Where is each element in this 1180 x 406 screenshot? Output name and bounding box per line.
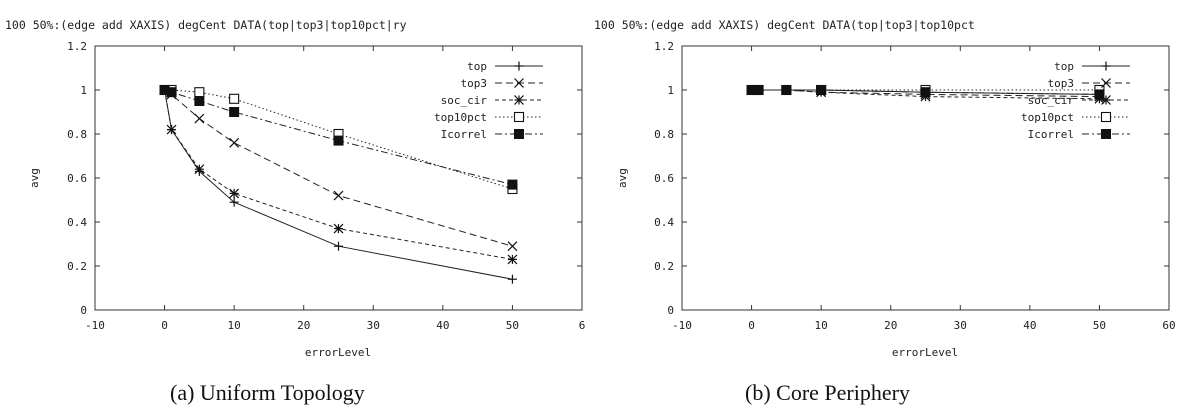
y-tick-label: 1	[667, 84, 674, 97]
caption-a: (a) Uniform Topology	[170, 380, 365, 405]
x-ticks-a: -10 0 10 20 30 40 50 6	[85, 46, 585, 332]
legend-marker	[513, 111, 525, 123]
y-tick-label: 0.8	[654, 128, 674, 141]
y-tick-label: 1.2	[67, 40, 87, 53]
series-soc-cir-point	[229, 188, 240, 199]
series-group-a	[159, 84, 518, 284]
series-soc-cir-point	[166, 124, 177, 135]
legend-marker	[1101, 95, 1111, 105]
series-group-b	[746, 84, 1105, 104]
series-top-point	[229, 197, 239, 207]
legend-label: top10pct	[1021, 111, 1074, 124]
series-top10pct-point	[229, 93, 240, 104]
series-icorrel-point	[229, 107, 240, 117]
legend-marker	[1101, 78, 1111, 88]
legend-label: top3	[1048, 77, 1075, 90]
legend-marker	[514, 95, 524, 105]
caption-b: (b) Core Periphery	[745, 380, 910, 405]
y-tick-label: 0.8	[67, 128, 87, 141]
series-icorrel-point	[920, 87, 931, 98]
legend-label: top	[1054, 60, 1074, 73]
x-axis-label-a: errorLevel	[305, 346, 371, 359]
series-top10pct-point	[194, 87, 205, 98]
series-icorrel-point	[166, 87, 177, 98]
x-axis-label-b: errorLevel	[892, 346, 958, 359]
series-top3-point	[229, 137, 240, 148]
series-top3-point	[333, 190, 344, 201]
x-tick-label: 60	[1162, 319, 1175, 332]
chart-panel-a: 100 50%:(edge add XAXIS) degCent DATA(to…	[5, 18, 585, 405]
series-icorrel	[746, 85, 1105, 100]
series-icorrel-point	[194, 96, 205, 106]
series-icorrel-point	[507, 179, 518, 190]
legend-label: soc_cir	[441, 94, 488, 107]
series-icorrel-point	[1094, 89, 1105, 100]
x-tick-label: 40	[436, 319, 449, 332]
y-axis-label-b: avg	[616, 168, 629, 188]
legend-marker	[1100, 111, 1112, 123]
x-tick-label: 0	[748, 319, 755, 332]
legend-label: top10pct	[434, 111, 487, 124]
series-icorrel-point	[753, 85, 764, 95]
x-tick-label: 30	[954, 319, 967, 332]
series-top3-point	[507, 241, 518, 252]
y-tick-label: 0.4	[67, 216, 87, 229]
series-icorrel	[159, 85, 518, 190]
series-soc-cir-line	[751, 89, 1100, 100]
x-tick-label: 40	[1023, 319, 1036, 332]
x-tick-label: -10	[672, 319, 692, 332]
chart-title-a: 100 50%:(edge add XAXIS) degCent DATA(to…	[5, 18, 407, 32]
legend-b: top top3 soc_cir top10pct Icorrel	[1021, 60, 1130, 141]
x-tick-label: 50	[1093, 319, 1106, 332]
chart-title-b: 100 50%:(edge add XAXIS) degCent DATA(to…	[594, 18, 975, 32]
y-ticks-a: 0 0.2 0.4 0.6 0.8 1 1.2	[67, 40, 582, 317]
y-ticks-b: 0 0.2 0.4 0.6 0.8 1 1.2	[654, 40, 1169, 317]
x-tick-label: 10	[815, 319, 828, 332]
legend-a: top top3 soc_cir top10pct Icorrel	[434, 60, 543, 141]
x-tick-label: 50	[506, 319, 519, 332]
y-tick-label: 1.2	[654, 40, 674, 53]
y-tick-label: 1	[80, 84, 87, 97]
x-tick-label: 20	[884, 319, 897, 332]
y-tick-label: 0.6	[654, 172, 674, 185]
y-tick-label: 0	[80, 304, 87, 317]
legend-marker	[514, 129, 524, 139]
legend-label: Icorrel	[1028, 128, 1074, 141]
series-icorrel-point	[816, 85, 827, 95]
series-top-point	[507, 274, 517, 284]
y-tick-label: 0.2	[67, 260, 87, 273]
legend-marker	[514, 78, 524, 88]
series-top10pct-line	[164, 89, 513, 190]
legend-label: soc_cir	[1028, 94, 1075, 107]
chart-panel-b: 100 50%:(edge add XAXIS) degCent DATA(to…	[594, 18, 1176, 405]
y-tick-label: 0.4	[654, 216, 674, 229]
series-icorrel-point	[333, 135, 344, 146]
x-tick-label: 10	[228, 319, 241, 332]
series-top-line	[164, 89, 513, 280]
x-tick-label: 30	[367, 319, 380, 332]
x-ticks-b: -10 0 10 20 30 40 50 60	[672, 46, 1176, 332]
legend-marker	[1101, 129, 1111, 139]
legend-marker	[1101, 61, 1111, 71]
x-tick-label: 20	[297, 319, 310, 332]
series-top3-point	[194, 113, 205, 124]
legend-marker	[514, 61, 524, 71]
series-soc-cir-point	[333, 223, 344, 234]
legend-label: Icorrel	[441, 128, 487, 141]
y-tick-label: 0.2	[654, 260, 674, 273]
x-tick-label: -10	[85, 319, 105, 332]
y-tick-label: 0.6	[67, 172, 87, 185]
series-top-point	[334, 241, 343, 251]
x-tick-label: 6	[579, 319, 586, 332]
legend-label: top	[467, 60, 487, 73]
legend-label: top3	[461, 77, 488, 90]
series-icorrel-point	[781, 85, 792, 95]
series-soc-cir-point	[194, 164, 205, 175]
series-soc-cir-point	[507, 254, 518, 265]
y-axis-label-a: avg	[28, 168, 41, 188]
y-tick-label: 0	[667, 304, 674, 317]
x-tick-label: 0	[161, 319, 168, 332]
